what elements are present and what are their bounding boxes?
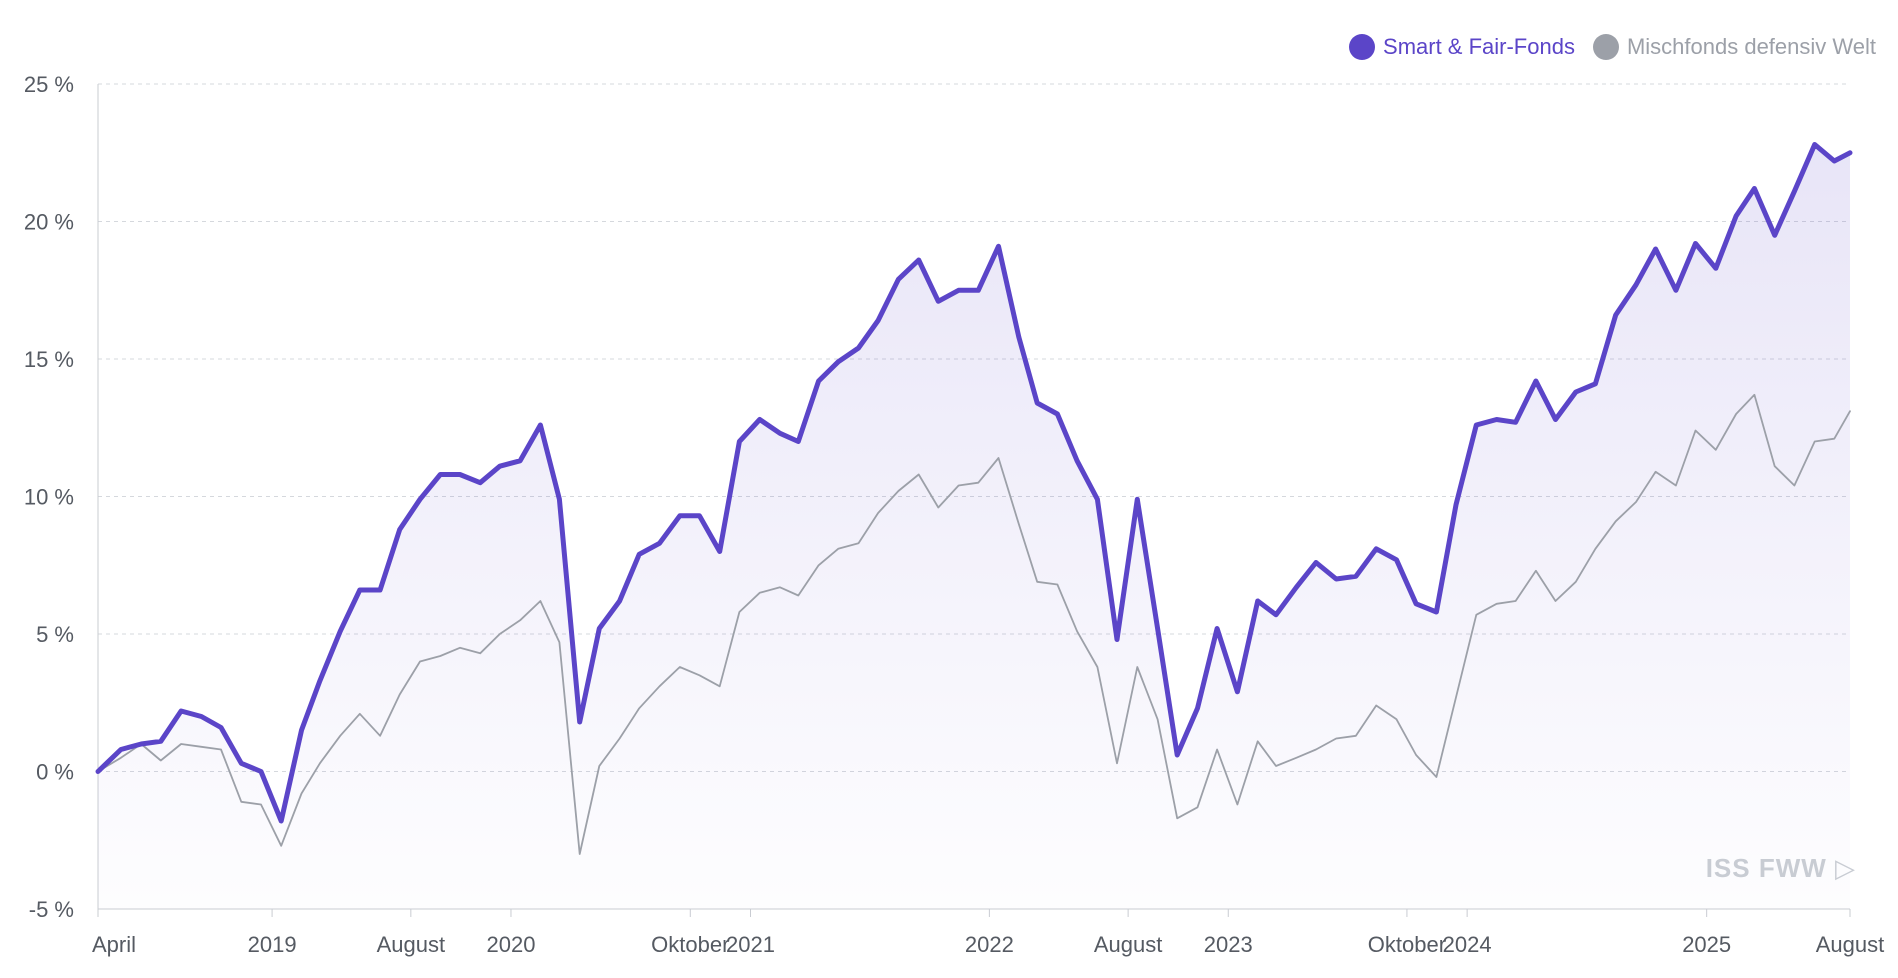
x-tick-label: August (1094, 932, 1163, 957)
x-tick-label: Oktober (651, 932, 729, 957)
y-tick-label: 25 % (24, 72, 74, 97)
y-tick-label: 15 % (24, 347, 74, 372)
x-tick-label: 2021 (726, 932, 775, 957)
x-tick-label: 2022 (965, 932, 1014, 957)
iss-fww-logo: ISS FWW ▷ (1705, 853, 1856, 883)
series-line-smart-fair-fonds[interactable] (95, 142, 1853, 824)
legend-label: Mischfonds defensiv Welt (1626, 34, 1876, 59)
x-tick-label: August (377, 932, 446, 957)
legend-dot-icon (1349, 34, 1376, 60)
series-area-fill (98, 144, 1850, 909)
x-tick-label: 2019 (248, 932, 297, 957)
legend: Smart & Fair-Fonds Mischfonds defensiv W… (1349, 34, 1876, 60)
y-tick-label: 20 % (24, 210, 74, 235)
legend-label: Smart & Fair-Fonds (1383, 34, 1575, 59)
y-tick-label: 0 % (36, 760, 74, 785)
legend-item-mischfonds-defensiv-welt[interactable]: Mischfonds defensiv Welt (1592, 34, 1876, 60)
x-tick-label: August (1816, 932, 1885, 957)
x-tick-label: April (92, 932, 136, 957)
x-tick-label: 2024 (1443, 932, 1492, 957)
x-tick-label: 2025 (1682, 932, 1731, 957)
x-tick-label: Oktober (1368, 932, 1446, 957)
x-tick-label: 2023 (1204, 932, 1253, 957)
legend-dot-icon (1592, 34, 1619, 60)
legend-item-smart-fair-fonds[interactable]: Smart & Fair-Fonds (1349, 34, 1575, 60)
y-tick-label: 5 % (36, 622, 74, 647)
y-tick-label: 10 % (24, 485, 74, 510)
x-tick-label: 2020 (486, 932, 535, 957)
y-tick-label: -5 % (29, 897, 74, 922)
series-line-mischfonds-defensiv-welt[interactable] (97, 393, 1851, 855)
series-lines (95, 142, 1853, 855)
y-axis: -5 % 0 % 5 % 10 % 15 % 20 % 25 % (24, 72, 74, 922)
